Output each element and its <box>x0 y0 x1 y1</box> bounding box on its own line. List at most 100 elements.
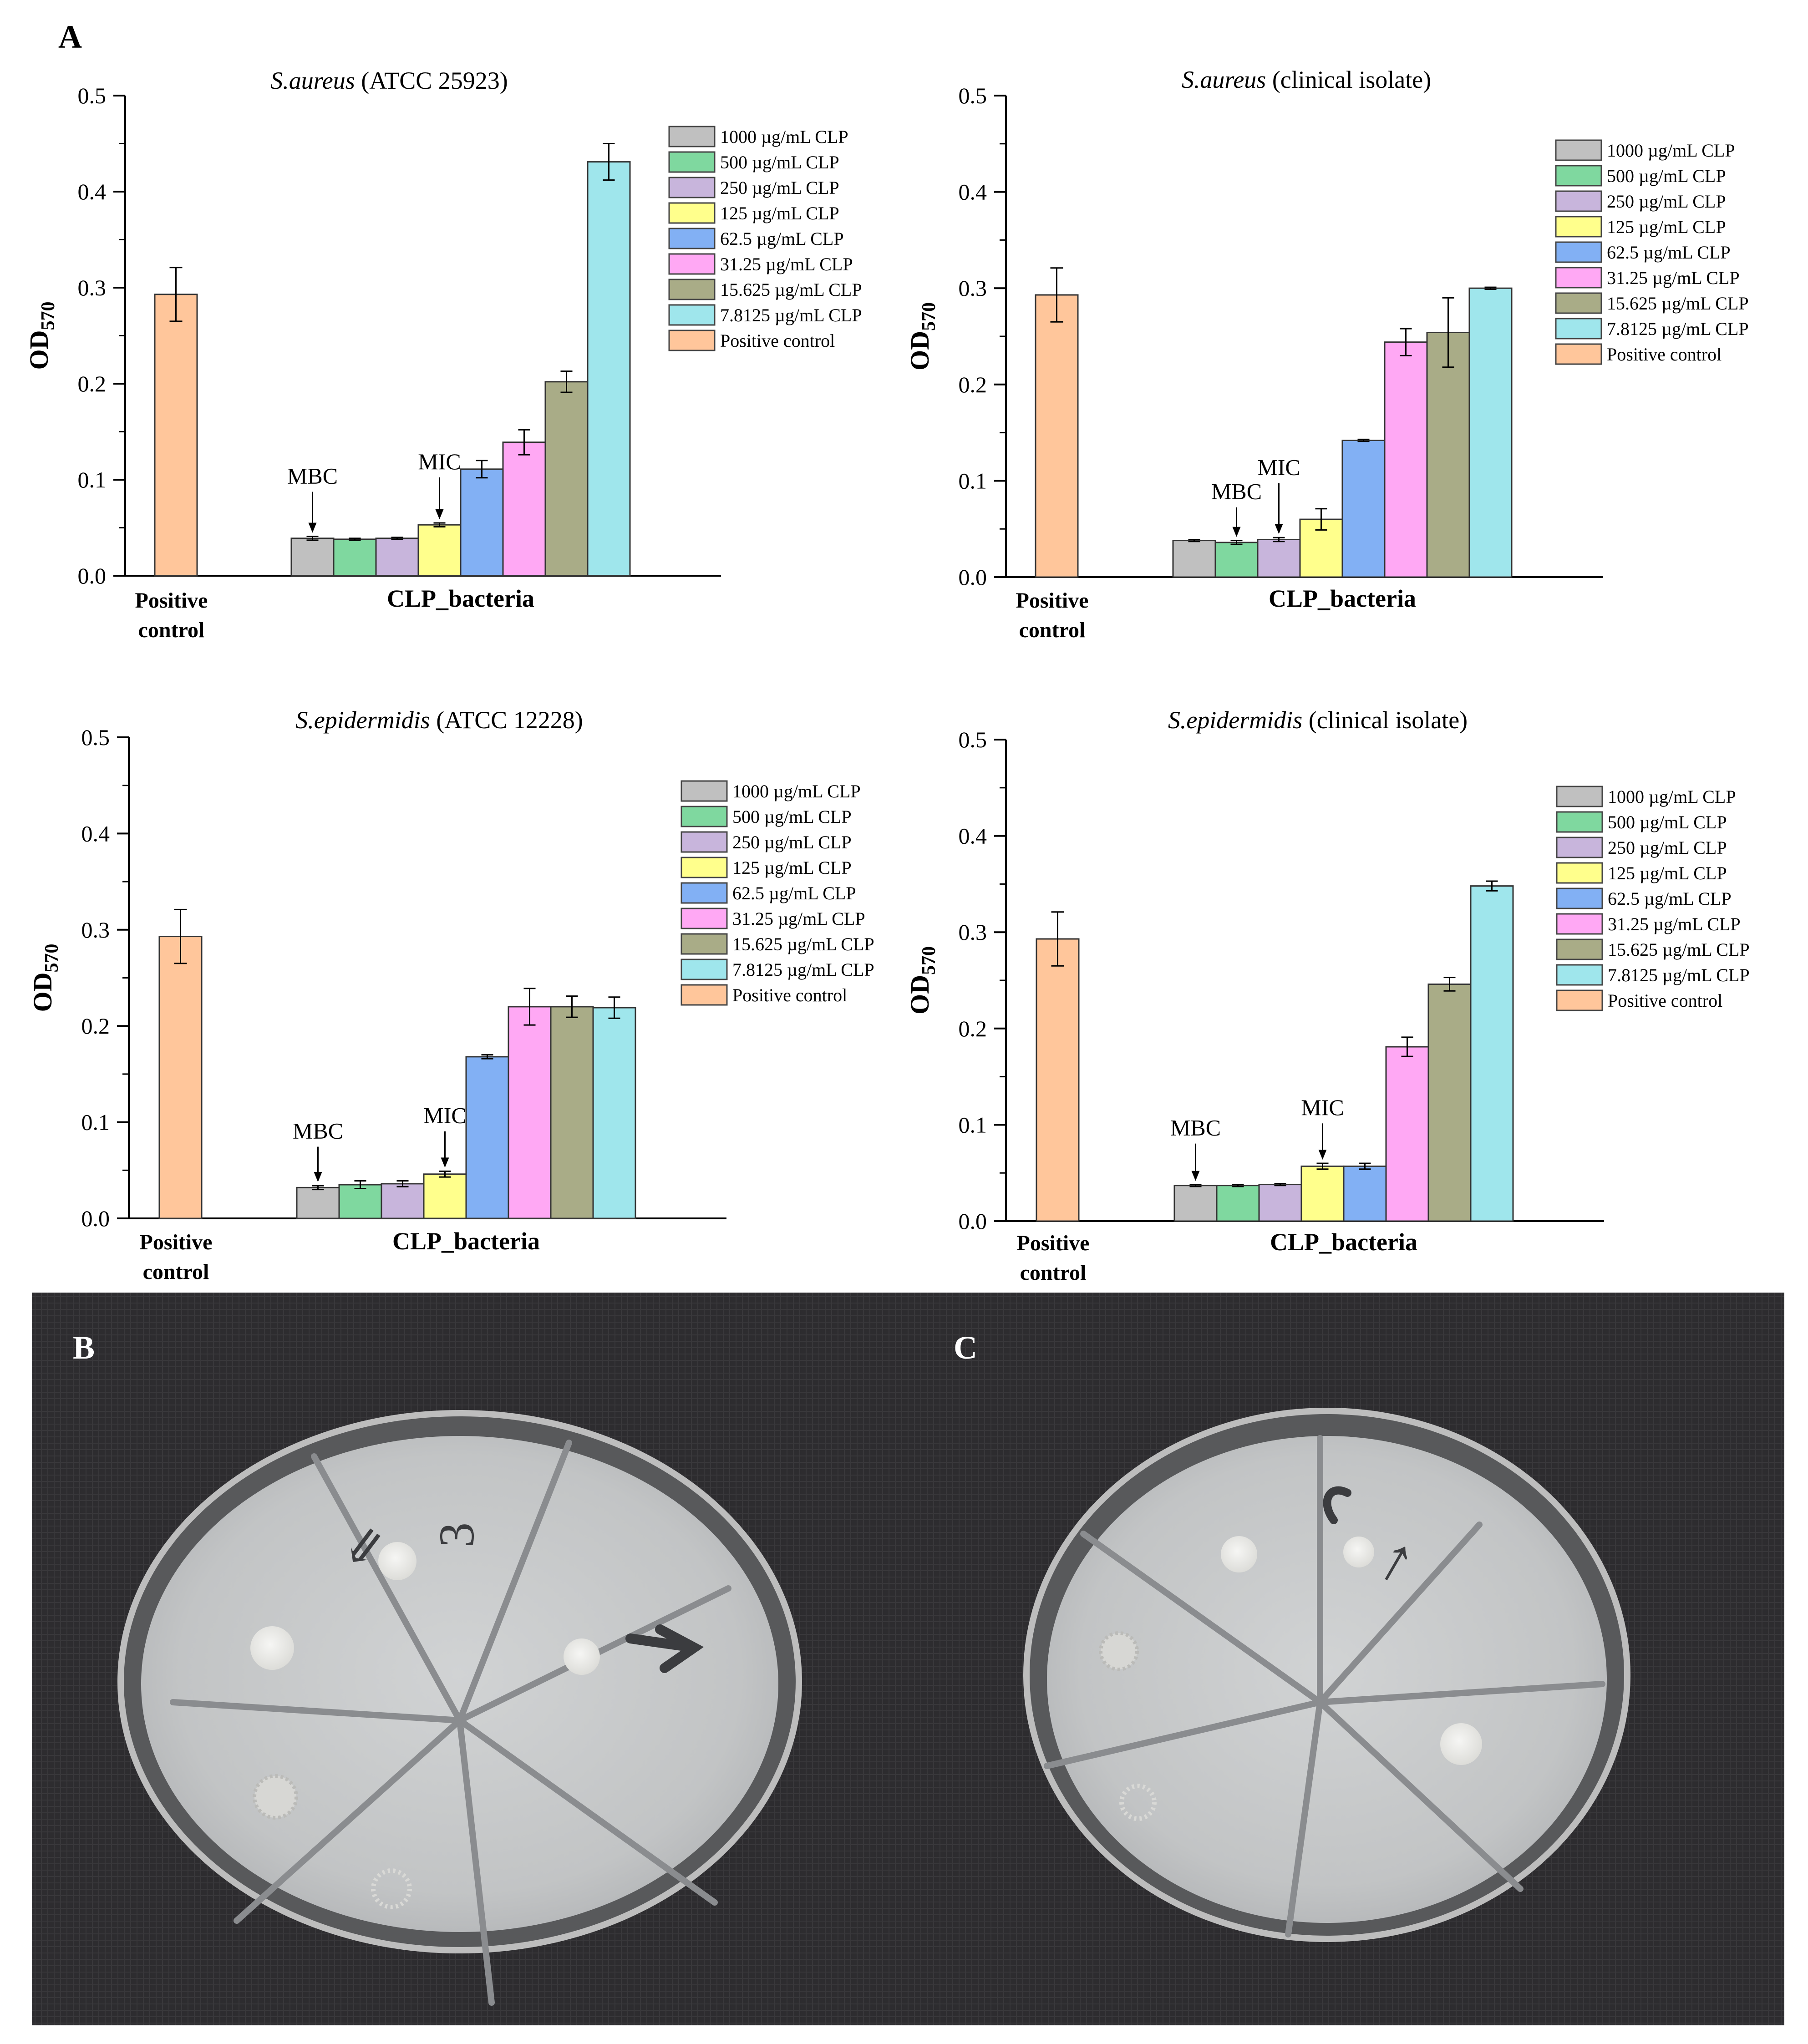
y-tick-label: 0.1 <box>78 467 107 492</box>
y-axis-label-subscript: 570 <box>41 944 62 973</box>
chart-title-species: S.aureus <box>270 67 355 94</box>
y-tick-label: 0.0 <box>78 563 107 588</box>
bar-500 <box>1216 1185 1260 1222</box>
legend-swatch <box>1556 811 1603 833</box>
legend-label: 31.25 µg/mL CLP <box>720 254 853 274</box>
colony-c-3 <box>1440 1723 1482 1765</box>
bar-31-25 <box>508 1006 552 1219</box>
annotation-mic: MIC <box>418 449 461 474</box>
y-tick-label: 0.2 <box>959 372 987 397</box>
annotation-mbc: MBC <box>1170 1115 1221 1141</box>
legend-swatch <box>1555 343 1602 365</box>
bar-62-5 <box>1343 1165 1387 1222</box>
legend-swatch <box>1556 989 1603 1011</box>
legend-swatch <box>668 304 716 326</box>
legend-label: 7.8125 µg/mL CLP <box>732 959 874 980</box>
plate-b-arrow-mark <box>625 1624 704 1673</box>
legend-swatch <box>681 933 728 955</box>
bar-125 <box>423 1173 467 1219</box>
legend-swatch <box>681 857 728 878</box>
y-axis-label: OD570 <box>905 946 940 1014</box>
x-label-positive-control: Positive <box>135 588 208 613</box>
panel-label-b: B <box>73 1329 95 1366</box>
y-axis-label-main: OD <box>905 331 934 370</box>
x-label-positive-control: control <box>1020 1261 1087 1285</box>
x-label-positive-control: Positive <box>1016 588 1089 613</box>
colony-b-4 <box>253 1774 298 1820</box>
legend-label: Positive control <box>1607 344 1722 365</box>
legend-label: 125 µg/mL CLP <box>1607 217 1726 237</box>
bar-31-25 <box>1384 341 1428 578</box>
legend-label: 1000 µg/mL CLP <box>1607 140 1735 161</box>
annotation-mbc: MBC <box>287 463 338 488</box>
legend-label: 500 µg/mL CLP <box>732 806 852 827</box>
bar-7-8125 <box>587 161 631 577</box>
bar-15-625 <box>1426 332 1470 578</box>
plate-b-sector-lines <box>170 1440 731 2006</box>
y-axis-label: OD570 <box>24 302 59 370</box>
x-label-positive-control: control <box>138 618 205 642</box>
legend-label: 250 µg/mL CLP <box>1608 837 1727 858</box>
annotation-arrow-head <box>1191 1171 1200 1181</box>
annotation-arrow-head <box>1318 1150 1327 1160</box>
annotation-mic: MIC <box>1301 1095 1344 1120</box>
legend-swatch <box>681 984 728 1006</box>
legend-swatch <box>668 228 716 249</box>
y-axis-label-subscript: 570 <box>919 946 940 975</box>
y-tick-label: 0.4 <box>78 179 107 204</box>
legend-swatch <box>668 253 716 275</box>
chart-title-strain: (ATCC 25923) <box>355 67 508 94</box>
legend-swatch <box>681 831 728 853</box>
annotation-arrow-head <box>1275 524 1283 534</box>
y-tick-label: 0.3 <box>78 275 107 300</box>
chart-title-strain: (clinical isolate) <box>1266 66 1431 93</box>
chart-saureus-clinical: S.aureus (clinical isolate) 0.0 0.1 0.2 0.3 0… <box>905 66 1749 642</box>
colony-c-4 <box>1099 1631 1139 1671</box>
y-axis-label-subscript: 570 <box>919 302 940 331</box>
x-label-positive-control: control <box>1019 618 1086 642</box>
bar-positive-control <box>158 936 203 1219</box>
legend-label: 15.625 µg/mL CLP <box>732 934 874 954</box>
legend-swatch <box>668 279 716 300</box>
y-tick-label: 0.3 <box>81 917 110 943</box>
x-label-group: CLP_bacteria <box>387 585 534 612</box>
legend-label: 31.25 µg/mL CLP <box>1608 914 1741 934</box>
legend-label: Positive control <box>720 330 835 351</box>
legend-label: 1000 µg/mL CLP <box>1608 786 1736 807</box>
bar-125 <box>417 524 462 577</box>
legend-swatch <box>1556 888 1603 909</box>
y-axis-label-main: OD <box>905 975 934 1014</box>
annotation-mbc: MBC <box>293 1118 343 1144</box>
chart-title: S.aureus (ATCC 25923) <box>270 67 508 94</box>
y-tick-label: 0.5 <box>959 83 987 108</box>
bar-positive-control <box>1035 294 1079 578</box>
plate-c-sector-lines <box>1044 1435 1605 1937</box>
legend-label: 7.8125 µg/mL CLP <box>1607 319 1749 339</box>
plate-b-writing-number: 3 <box>429 1522 484 1547</box>
legend-swatch <box>1555 165 1602 187</box>
legend-label: 250 µg/mL CLP <box>720 178 839 198</box>
x-label-positive-control: control <box>143 1260 209 1284</box>
legend-label: 250 µg/mL CLP <box>1607 191 1726 212</box>
legend-swatch <box>1556 862 1603 884</box>
colony-c-5 <box>1119 1784 1157 1821</box>
legend-swatch <box>1556 938 1603 960</box>
annotation-arrow-head <box>314 1172 322 1182</box>
bar-1000 <box>1172 540 1216 578</box>
bar-62-5 <box>1341 440 1386 578</box>
bar-7-8125 <box>1468 287 1513 578</box>
legend-label: 31.25 µg/mL CLP <box>732 908 865 929</box>
bar-250 <box>1257 538 1301 578</box>
panel-label-c: C <box>954 1329 977 1366</box>
chart-title: S.epidermidis (clinical isolate) <box>1168 706 1468 734</box>
legend-swatch <box>668 177 716 198</box>
legend-swatch <box>1555 292 1602 314</box>
plate-b-writing-arrow: ⇙ <box>340 1516 389 1577</box>
bar-7-8125 <box>1470 885 1514 1222</box>
bar-500 <box>1214 542 1259 578</box>
y-tick-label: 0.5 <box>959 727 987 752</box>
legend-label: 500 µg/mL CLP <box>720 152 839 172</box>
x-label-group: CLP_bacteria <box>1269 585 1416 612</box>
y-axis-label-main: OD <box>24 330 54 370</box>
legend-swatch <box>1556 786 1603 807</box>
